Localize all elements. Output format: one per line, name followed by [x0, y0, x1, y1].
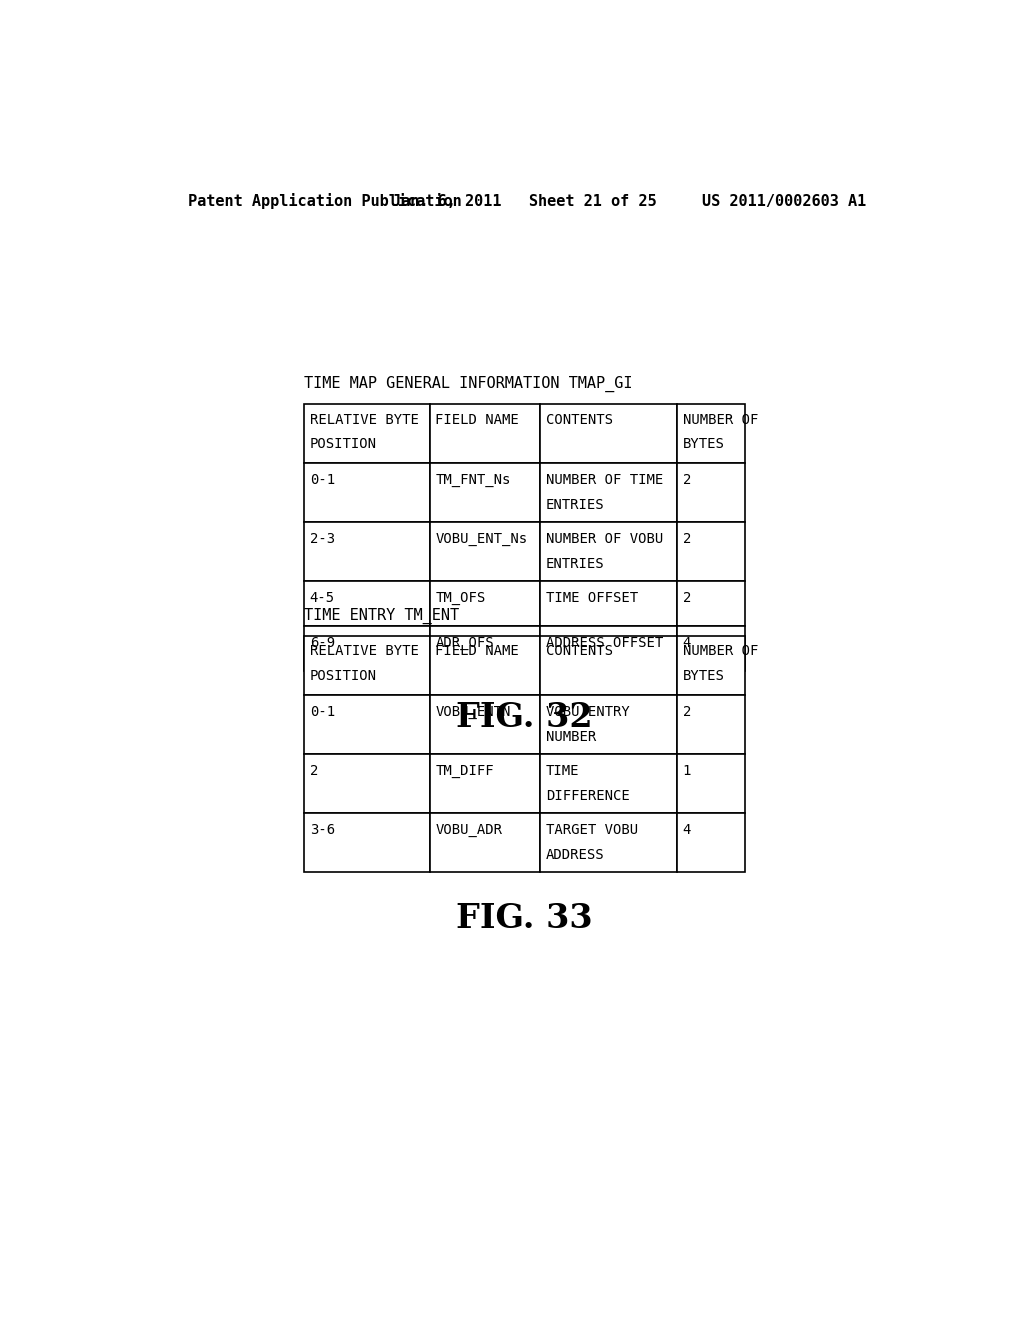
Text: 2: 2	[309, 764, 318, 779]
Bar	[541, 581, 677, 626]
Bar	[304, 636, 430, 696]
Bar	[677, 404, 745, 463]
Bar	[541, 754, 677, 813]
Text: 6-9: 6-9	[309, 636, 335, 651]
Text: TIME OFFSET: TIME OFFSET	[546, 591, 638, 606]
Bar	[541, 523, 677, 581]
Text: Patent Application Publication: Patent Application Publication	[187, 193, 461, 209]
Text: RELATIVE BYTE: RELATIVE BYTE	[309, 412, 419, 426]
Text: RELATIVE BYTE: RELATIVE BYTE	[309, 644, 419, 659]
Text: TIME MAP GENERAL INFORMATION TMAP_GI: TIME MAP GENERAL INFORMATION TMAP_GI	[304, 376, 633, 392]
Text: Jan. 6, 2011   Sheet 21 of 25: Jan. 6, 2011 Sheet 21 of 25	[392, 194, 657, 209]
Bar	[304, 696, 430, 754]
Text: 2: 2	[683, 591, 691, 606]
Text: ADDRESS OFFSET: ADDRESS OFFSET	[546, 636, 664, 651]
Bar	[430, 636, 541, 696]
Text: VOBU_ENT_Ns: VOBU_ENT_Ns	[435, 532, 527, 546]
Text: 4: 4	[683, 824, 691, 837]
Bar	[677, 463, 745, 523]
Text: US 2011/0002603 A1: US 2011/0002603 A1	[701, 194, 866, 209]
Bar	[677, 581, 745, 626]
Text: NUMBER OF TIME: NUMBER OF TIME	[546, 474, 664, 487]
Bar	[541, 813, 677, 873]
Text: NUMBER OF: NUMBER OF	[683, 644, 758, 659]
Text: 4-5: 4-5	[309, 591, 335, 606]
Text: NUMBER OF: NUMBER OF	[683, 412, 758, 426]
Bar	[677, 754, 745, 813]
Text: CONTENTS: CONTENTS	[546, 412, 612, 426]
Bar	[430, 581, 541, 626]
Text: 2-3: 2-3	[309, 532, 335, 546]
Bar	[677, 626, 745, 671]
Text: NUMBER: NUMBER	[546, 730, 596, 743]
Text: BYTES: BYTES	[683, 669, 724, 682]
Bar	[430, 696, 541, 754]
Text: VOBU ENTRY: VOBU ENTRY	[546, 705, 630, 719]
Text: 2: 2	[683, 532, 691, 546]
Text: VOBU_ENTN: VOBU_ENTN	[435, 705, 511, 719]
Bar	[304, 581, 430, 626]
Text: 0-1: 0-1	[309, 705, 335, 719]
Bar	[677, 636, 745, 696]
Text: FIG. 33: FIG. 33	[457, 903, 593, 936]
Bar	[677, 523, 745, 581]
Bar	[677, 813, 745, 873]
Bar	[304, 754, 430, 813]
Text: 1: 1	[683, 764, 691, 779]
Bar	[541, 636, 677, 696]
Text: NUMBER OF VOBU: NUMBER OF VOBU	[546, 532, 664, 546]
Text: ENTRIES: ENTRIES	[546, 498, 604, 512]
Text: TIME: TIME	[546, 764, 580, 779]
Bar	[304, 523, 430, 581]
Bar	[541, 626, 677, 671]
Bar	[430, 523, 541, 581]
Bar	[430, 754, 541, 813]
Text: TM_DIFF: TM_DIFF	[435, 764, 495, 779]
Text: TARGET VOBU: TARGET VOBU	[546, 824, 638, 837]
Text: TM_FNT_Ns: TM_FNT_Ns	[435, 474, 511, 487]
Text: 2: 2	[683, 474, 691, 487]
Text: FIG. 32: FIG. 32	[457, 701, 593, 734]
Text: ENTRIES: ENTRIES	[546, 557, 604, 570]
Bar	[430, 813, 541, 873]
Text: 4: 4	[683, 636, 691, 651]
Text: FIELD NAME: FIELD NAME	[435, 644, 519, 659]
Bar	[430, 404, 541, 463]
Text: BYTES: BYTES	[683, 437, 724, 451]
Text: POSITION: POSITION	[309, 669, 377, 682]
Bar	[430, 626, 541, 671]
Text: ADDRESS: ADDRESS	[546, 847, 604, 862]
Text: 2: 2	[683, 705, 691, 719]
Text: POSITION: POSITION	[309, 437, 377, 451]
Text: 3-6: 3-6	[309, 824, 335, 837]
Text: FIELD NAME: FIELD NAME	[435, 412, 519, 426]
Bar	[304, 626, 430, 671]
Text: VOBU_ADR: VOBU_ADR	[435, 824, 503, 837]
Bar	[677, 696, 745, 754]
Bar	[541, 696, 677, 754]
Bar	[304, 404, 430, 463]
Bar	[541, 463, 677, 523]
Bar	[304, 813, 430, 873]
Text: TIME ENTRY TM_ENT: TIME ENTRY TM_ENT	[304, 607, 460, 624]
Bar	[541, 404, 677, 463]
Text: DIFFERENCE: DIFFERENCE	[546, 788, 630, 803]
Bar	[304, 463, 430, 523]
Text: TM_OFS: TM_OFS	[435, 591, 485, 606]
Bar	[430, 463, 541, 523]
Text: CONTENTS: CONTENTS	[546, 644, 612, 659]
Text: 0-1: 0-1	[309, 474, 335, 487]
Text: ADR_OFS: ADR_OFS	[435, 636, 495, 651]
